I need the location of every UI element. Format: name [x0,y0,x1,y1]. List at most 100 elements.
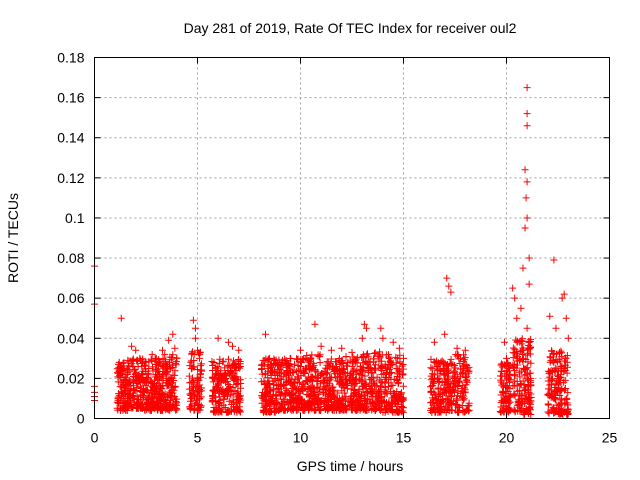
data-point [327,355,335,363]
data-point [277,383,285,391]
data-point [547,393,555,401]
data-point [382,351,390,359]
data-point [342,352,350,360]
data-point [551,367,559,375]
data-point [197,384,205,392]
data-point [355,387,363,395]
data-point [331,365,339,373]
data-point [306,357,314,365]
data-point [284,388,292,396]
data-point [440,399,448,407]
data-point [259,406,267,414]
data-point [503,354,510,362]
data-point [563,394,571,402]
data-point [197,366,205,374]
data-point [270,400,278,408]
data-point [364,364,372,372]
data-point [209,378,217,386]
data-point [306,384,314,392]
data-point [160,400,168,408]
data-point [185,372,193,380]
data-point [217,367,225,375]
data-point [521,166,529,174]
x-tick-label: 25 [602,430,618,446]
data-point [523,214,531,222]
data-point [215,371,223,379]
chart-title: Day 281 of 2019, Rate Of TEC Index for r… [184,20,517,36]
data-point [283,387,291,395]
data-point [153,361,161,369]
data-point [316,353,324,361]
data-point [429,398,437,406]
data-point [368,399,376,407]
data-point [517,380,525,388]
data-point [448,400,456,408]
data-point [297,346,304,354]
data-point [315,403,323,411]
data-point [523,84,531,92]
data-point [284,360,292,368]
data-point [443,362,451,370]
data-point [142,358,150,366]
data-point [277,389,285,397]
y-tick-label: 0.1 [65,210,85,226]
data-point [392,405,400,413]
data-point [460,389,468,397]
data-point [136,354,144,362]
data-point [353,367,361,375]
data-point [356,395,364,403]
data-point [157,358,165,366]
data-point [297,395,305,403]
data-point [160,364,168,372]
data-point [198,360,206,368]
data-point [544,385,552,393]
data-point [564,389,572,397]
data-point [452,382,460,390]
data-point [435,391,443,399]
data-point [449,374,457,382]
data-point [352,355,360,363]
data-point [134,362,142,370]
data-point [281,392,289,400]
data-point [333,396,341,404]
data-point [126,367,134,375]
data-point [143,378,151,386]
data-point [359,363,367,371]
data-point [374,352,382,360]
data-point [321,385,329,393]
data-point [390,393,398,401]
data-point [512,336,520,344]
data-point [383,390,391,398]
x-axis-title: GPS time / hours [297,458,404,474]
data-point [447,355,455,363]
data-point [171,344,179,352]
data-point [557,395,565,403]
data-point [520,346,528,354]
data-point [395,344,403,352]
data-point [292,386,300,394]
data-point [523,110,531,118]
data-point [212,404,220,412]
x-tick-labels: 0 5 10 15 20 25 [91,430,618,446]
data-point [308,351,316,359]
data-point [190,401,198,409]
data-point [458,368,466,376]
data-point [214,334,222,342]
data-point [216,355,224,363]
data-point [341,405,349,413]
data-point [217,373,225,381]
data-point [195,406,203,414]
data-point [435,400,443,408]
data-point [327,346,335,354]
data-point [158,346,166,354]
data-point [370,349,378,357]
data-point [283,367,291,375]
data-point [463,376,471,384]
axis-ticks [94,57,610,419]
data-point [527,359,535,367]
data-point [331,369,339,377]
data-point [317,396,325,404]
data-point [516,392,524,400]
data-point [429,378,437,386]
data-point [186,362,194,370]
